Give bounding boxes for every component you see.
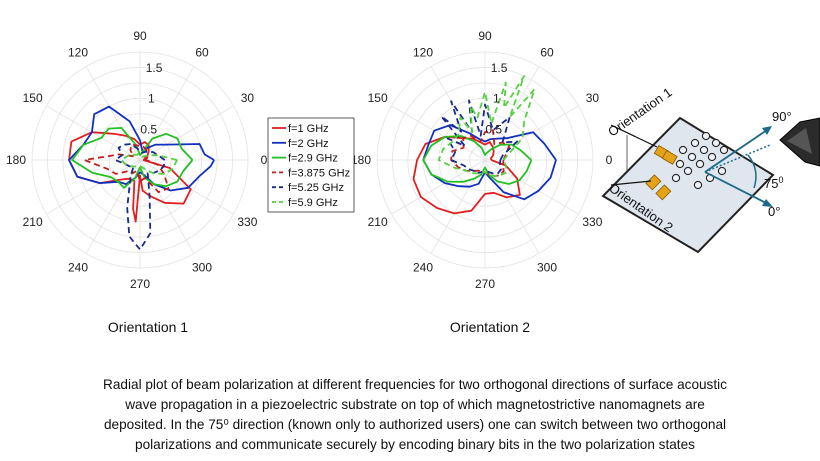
- legend-entry-label: f=5.25 GHz: [288, 182, 344, 194]
- legend-entry-label: f=1 GHz: [288, 123, 329, 135]
- legend-entry-label: f=5.9 GHz: [288, 197, 338, 209]
- nanomagnet-dot: [695, 159, 705, 169]
- theta-tick-label: 90: [478, 29, 492, 43]
- series-line-f-3-875-ghz: [83, 144, 170, 193]
- series-line-f-2-9-ghz: [71, 127, 194, 189]
- series-line-f-5-25-ghz: [114, 143, 166, 251]
- theta-tick-label: 180: [351, 153, 371, 167]
- theta-tick-label: 210: [23, 215, 43, 229]
- caption-line-2: wave propagation in a piezoelectric subs…: [125, 397, 705, 412]
- arrow-90: [704, 127, 771, 173]
- theta-tick-label: 270: [475, 277, 495, 291]
- r-tick-label: 1.5: [491, 61, 508, 75]
- series-line-f-5-9-ghz: [120, 153, 178, 175]
- substrate-diagram: Orientation 1 Orientation 2 90° 750 0°: [601, 84, 820, 254]
- grid-spoke: [391, 105, 486, 161]
- theta-tick-label: 330: [582, 215, 602, 229]
- nanomagnet-dot: [690, 138, 700, 148]
- caption-line-4: polarizations and communicate securely b…: [135, 437, 695, 452]
- r-tick-label: 0.5: [485, 122, 502, 136]
- theta-tick-label: 60: [540, 46, 554, 60]
- theta-tick-label: 90: [133, 29, 147, 43]
- grid-spoke: [430, 159, 486, 254]
- nanomagnet-dot: [683, 166, 693, 176]
- theta-tick-label: 240: [68, 260, 88, 274]
- nanomagnet-array: [671, 131, 729, 190]
- theta-tick-label: 0: [261, 153, 268, 167]
- theta-tick-label: 30: [586, 91, 600, 105]
- grid-spoke: [139, 105, 234, 161]
- theta-tick-label: 240: [413, 260, 433, 274]
- label-angle-0: 0°: [768, 204, 780, 219]
- nanomagnet-dot: [699, 145, 709, 155]
- horn-antenna-inner: [787, 128, 812, 154]
- caption-line-1: Radial plot of beam polarization at diff…: [103, 377, 727, 392]
- legend-entry-label: f=2 GHz: [288, 138, 329, 150]
- legend-entry-label: f=2.9 GHz: [288, 153, 338, 165]
- series-line-f-2-9-ghz: [422, 135, 533, 185]
- r-tick-label: 1: [493, 92, 500, 106]
- nanomagnet-dot: [693, 180, 703, 190]
- theta-tick-label: 330: [237, 215, 257, 229]
- caption-line-3: deposited. In the 75⁰ direction (known o…: [103, 417, 727, 432]
- grid-spoke: [139, 159, 195, 254]
- theta-tick-label: 60: [195, 46, 209, 60]
- theta-tick-label: 30: [241, 91, 255, 105]
- legend: f=1 GHz f=2 GHz f=2.9 GHz f=3.875 GHz f=5.25…: [267, 117, 355, 213]
- theta-tick-label: 150: [368, 91, 388, 105]
- grid-spoke: [46, 159, 141, 215]
- nanomagnet-dot: [671, 173, 681, 183]
- theta-tick-label: 300: [192, 260, 212, 274]
- theta-tick-label: 120: [413, 46, 433, 60]
- theta-tick-label: 150: [23, 91, 43, 105]
- r-tick-label: 1.5: [146, 61, 163, 75]
- polar-chart-orientation-1: 0 30 60 90 120 150 180 210 240 270 300 330 0.5 1 1.5: [6, 29, 268, 291]
- theta-tick-label: 300: [537, 260, 557, 274]
- label-angle-75-sup: 0: [778, 175, 783, 185]
- figure-caption: Radial plot of beam polarization at diff…: [70, 375, 760, 455]
- r-tick-label: 1: [148, 92, 155, 106]
- chart-title-orientation-1: Orientation 1: [108, 319, 188, 335]
- label-angle-90: 90°: [772, 109, 792, 124]
- nanomagnet-dot: [675, 159, 685, 169]
- series-line-f-5-25-ghz: [440, 99, 518, 175]
- theta-tick-label: 180: [6, 153, 26, 167]
- series-line-f-1-ghz: [412, 136, 521, 215]
- chart-title-orientation-2: Orientation 2: [450, 319, 530, 335]
- nanomagnet-dot: [701, 131, 711, 141]
- grid-spoke: [85, 159, 141, 254]
- substrate-plate: [601, 116, 775, 254]
- nanomagnet-dot: [687, 152, 697, 162]
- theta-tick-label: 0: [606, 153, 613, 167]
- label-angle-75: 750: [764, 175, 783, 191]
- electrode-2: [661, 149, 678, 165]
- nanomagnet-dot: [711, 138, 721, 148]
- series-line-f-2-ghz: [68, 105, 215, 192]
- electrode-3: [645, 174, 662, 191]
- electrode-4: [655, 184, 672, 201]
- legend-box: [267, 117, 355, 213]
- nanomagnet-dot: [719, 145, 729, 155]
- arrow-0-head: [762, 199, 773, 207]
- legend-entry-label: f=3.875 GHz: [288, 167, 350, 179]
- theta-tick-label: 270: [130, 277, 150, 291]
- nanomagnet-dot: [707, 152, 717, 162]
- theta-tick-label: 210: [368, 215, 388, 229]
- polar-chart-orientation-2: 0 30 60 90 120 150 180 210 240 270 300 330 0.5 1 1.5: [351, 29, 613, 291]
- angle-arc: [747, 154, 757, 189]
- arrow-0: [704, 171, 771, 206]
- grid-spoke: [85, 66, 141, 161]
- nanomagnet-dot: [717, 166, 727, 176]
- arrow-90-head: [762, 126, 772, 135]
- r-tick-label: 0.5: [140, 122, 157, 136]
- nanomagnet-dot: [678, 145, 688, 155]
- pointer-line-1: [610, 124, 658, 148]
- theta-tick-label: 120: [68, 46, 88, 60]
- label-angle-75-value: 75: [764, 176, 778, 191]
- label-orientation-1: Orientation 1: [605, 84, 675, 139]
- pointer-line-2: [610, 180, 652, 186]
- grid-spoke: [139, 159, 234, 215]
- grid-spoke: [430, 66, 486, 161]
